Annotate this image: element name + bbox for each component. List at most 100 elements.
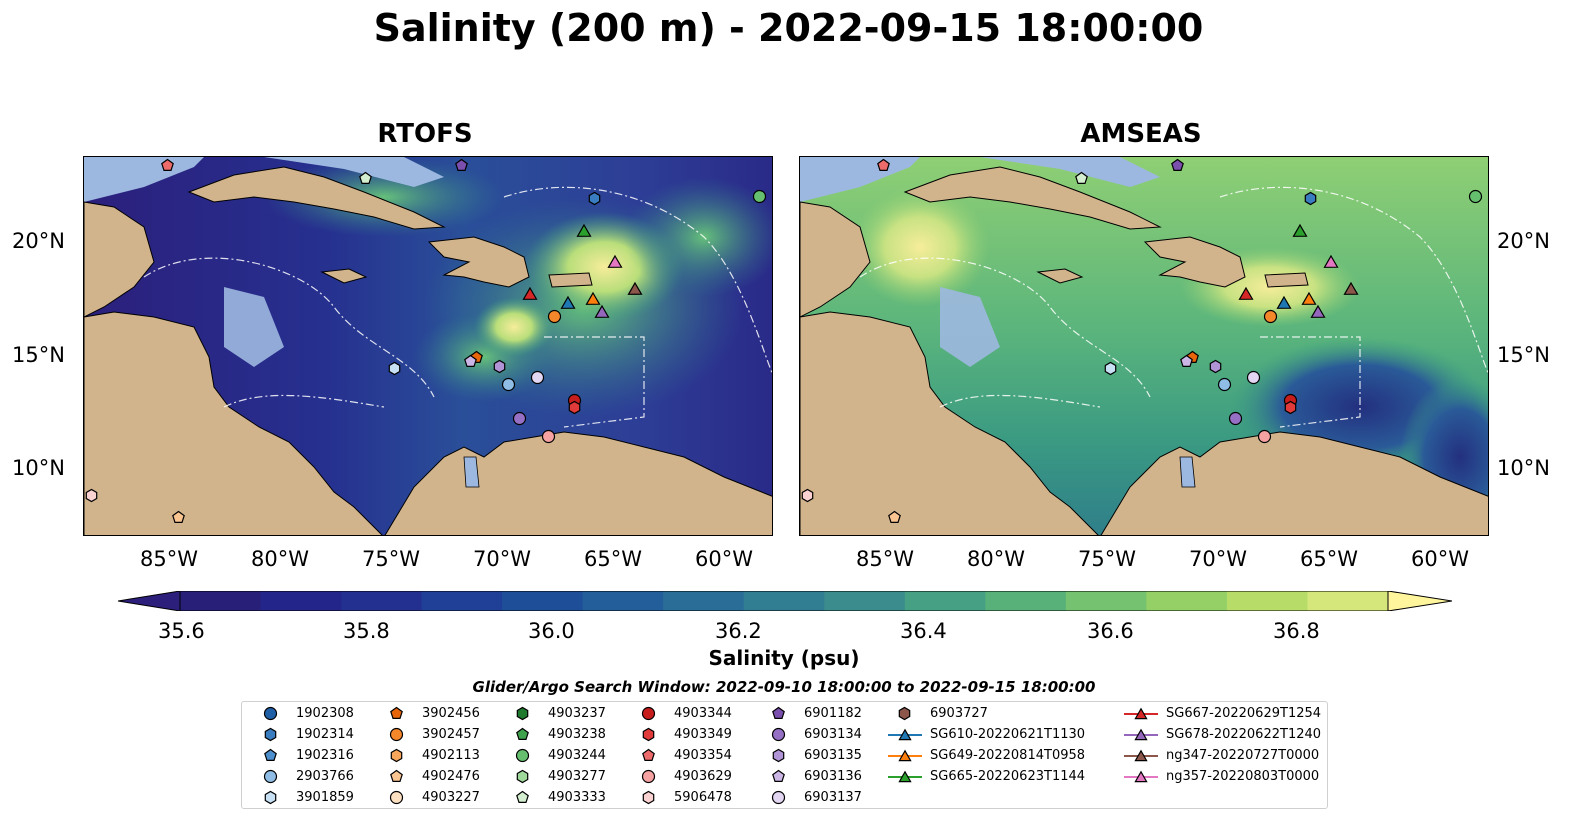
amseas-observation-marker[interactable] (1208, 359, 1223, 378)
rtofs-observation-marker[interactable] (387, 361, 402, 380)
rtofs-observation-marker[interactable] (752, 189, 767, 208)
lon-tick-right-75w: 75°W (1078, 547, 1136, 571)
rtofs-observation-marker[interactable] (593, 303, 611, 325)
amseas-observation-marker[interactable] (887, 510, 902, 529)
rtofs-observation-marker[interactable] (567, 400, 582, 419)
lon-tick-left-75w: 75°W (362, 547, 420, 571)
rtofs-observation-marker[interactable] (358, 171, 373, 190)
rtofs-observation-marker[interactable] (492, 359, 507, 378)
colorbar-label: Salinity (psu) (708, 646, 860, 670)
amseas-observation-marker[interactable] (1468, 189, 1483, 208)
colorbar-tick-36-2: 36.2 (715, 619, 762, 643)
legend-label: 4903344 (674, 706, 732, 721)
rtofs-observation-marker[interactable] (587, 191, 602, 210)
amseas-observation-marker[interactable] (1228, 411, 1243, 430)
amseas-observation-marker[interactable] (1257, 429, 1272, 448)
amseas-observation-marker[interactable] (1303, 191, 1318, 210)
amseas-observation-marker[interactable] (876, 158, 891, 177)
colorbar-band (1307, 591, 1389, 611)
amseas-observation-marker[interactable] (1179, 354, 1194, 373)
colorbar-band (904, 591, 986, 611)
legend-label: SG610-20220621T1130 (930, 727, 1086, 742)
rtofs-observation-marker[interactable] (463, 354, 478, 373)
rtofs-observation-marker[interactable] (626, 280, 644, 302)
legend-label: 5906478 (674, 790, 732, 805)
legend-label: 6903134 (804, 727, 862, 742)
rtofs-observation-marker[interactable] (84, 488, 99, 507)
legend-label: 4903277 (548, 769, 606, 784)
amseas-observation-marker[interactable] (1300, 290, 1318, 312)
colorbar-band (502, 591, 584, 611)
lon-tick-right-85w: 85°W (856, 547, 914, 571)
legend-label: 3901859 (296, 790, 354, 805)
colorbar-band (1146, 591, 1228, 611)
amseas-observation-marker[interactable] (1322, 253, 1340, 275)
colorbar-band (582, 591, 664, 611)
colorbar-tick-36-4: 36.4 (900, 619, 947, 643)
amseas-observation-marker[interactable] (1309, 303, 1327, 325)
legend-label: 4903238 (548, 727, 606, 742)
rtofs-observation-marker[interactable] (454, 158, 469, 177)
lon-tick-right-70w: 70°W (1189, 547, 1247, 571)
amseas-observation-marker[interactable] (1275, 294, 1293, 316)
map-rtofs[interactable] (83, 156, 773, 536)
lon-tick-left-65w: 65°W (584, 547, 642, 571)
colorbar-band (663, 591, 745, 611)
amseas-observation-marker[interactable] (1283, 400, 1298, 419)
legend-label: 4903354 (674, 748, 732, 763)
amseas-observation-marker[interactable] (1170, 158, 1185, 177)
legend-label: 6903137 (804, 790, 862, 805)
legend-label: SG665-20220623T1144 (930, 769, 1086, 784)
lon-tick-right-80w: 80°W (967, 547, 1025, 571)
colorbar-tick-36-8: 36.8 (1273, 619, 1320, 643)
legend-label: 4903237 (548, 706, 606, 721)
amseas-observation-marker[interactable] (1217, 377, 1232, 396)
lat-tick-right-20n: 20°N (1497, 229, 1550, 253)
colorbar-band (421, 591, 503, 611)
lon-tick-left-60w: 60°W (695, 547, 753, 571)
rtofs-observation-marker[interactable] (512, 411, 527, 430)
amseas-observation-marker[interactable] (1103, 361, 1118, 380)
rtofs-observation-marker[interactable] (606, 253, 624, 275)
legend-label: ng347-20220727T0000 (1166, 748, 1320, 763)
amseas-observation-marker[interactable] (1291, 222, 1309, 244)
legend-label: SG649-20220814T0958 (930, 748, 1086, 763)
rtofs-observation-marker[interactable] (171, 510, 186, 529)
panel-title-amseas: AMSEAS (1080, 119, 1202, 149)
rtofs-observation-marker[interactable] (584, 290, 602, 312)
rtofs-observation-marker[interactable] (160, 158, 175, 177)
lon-tick-right-60w: 60°W (1411, 547, 1469, 571)
lon-tick-left-80w: 80°W (251, 547, 309, 571)
amseas-observation-marker[interactable] (1237, 285, 1255, 307)
amseas-observation-marker[interactable] (800, 488, 815, 507)
legend-label: 4903333 (548, 790, 606, 805)
rtofs-observation-marker[interactable] (501, 377, 516, 396)
legend-label: 6903136 (804, 769, 862, 784)
legend-label: 6903727 (930, 706, 988, 721)
amseas-observation-marker[interactable] (1246, 370, 1261, 389)
rtofs-observation-marker[interactable] (575, 222, 593, 244)
legend-label: 2903766 (296, 769, 354, 784)
colorbar-band (985, 591, 1067, 611)
legend-label: 3902456 (422, 706, 480, 721)
legend-label: 1902314 (296, 727, 354, 742)
rtofs-observation-marker[interactable] (521, 285, 539, 307)
rtofs-observation-marker[interactable] (547, 309, 562, 328)
lon-tick-left-70w: 70°W (473, 547, 531, 571)
rtofs-observation-marker[interactable] (530, 370, 545, 389)
legend-label: 6901182 (804, 706, 862, 721)
colorbar-band (1065, 591, 1147, 611)
colorbar-band (341, 591, 423, 611)
colorbar-tick-36-0: 36.0 (528, 619, 575, 643)
lon-tick-right-65w: 65°W (1300, 547, 1358, 571)
legend-label: 3902457 (422, 727, 480, 742)
figure-title: Salinity (200 m) - 2022-09-15 18:00:00 (373, 6, 1204, 50)
amseas-observation-marker[interactable] (1342, 280, 1360, 302)
legend-label: 4902476 (422, 769, 480, 784)
rtofs-observation-marker[interactable] (559, 294, 577, 316)
colorbar (117, 590, 1453, 615)
rtofs-observation-marker[interactable] (541, 429, 556, 448)
amseas-observation-marker[interactable] (1263, 309, 1278, 328)
map-amseas[interactable] (799, 156, 1489, 536)
amseas-observation-marker[interactable] (1074, 171, 1089, 190)
